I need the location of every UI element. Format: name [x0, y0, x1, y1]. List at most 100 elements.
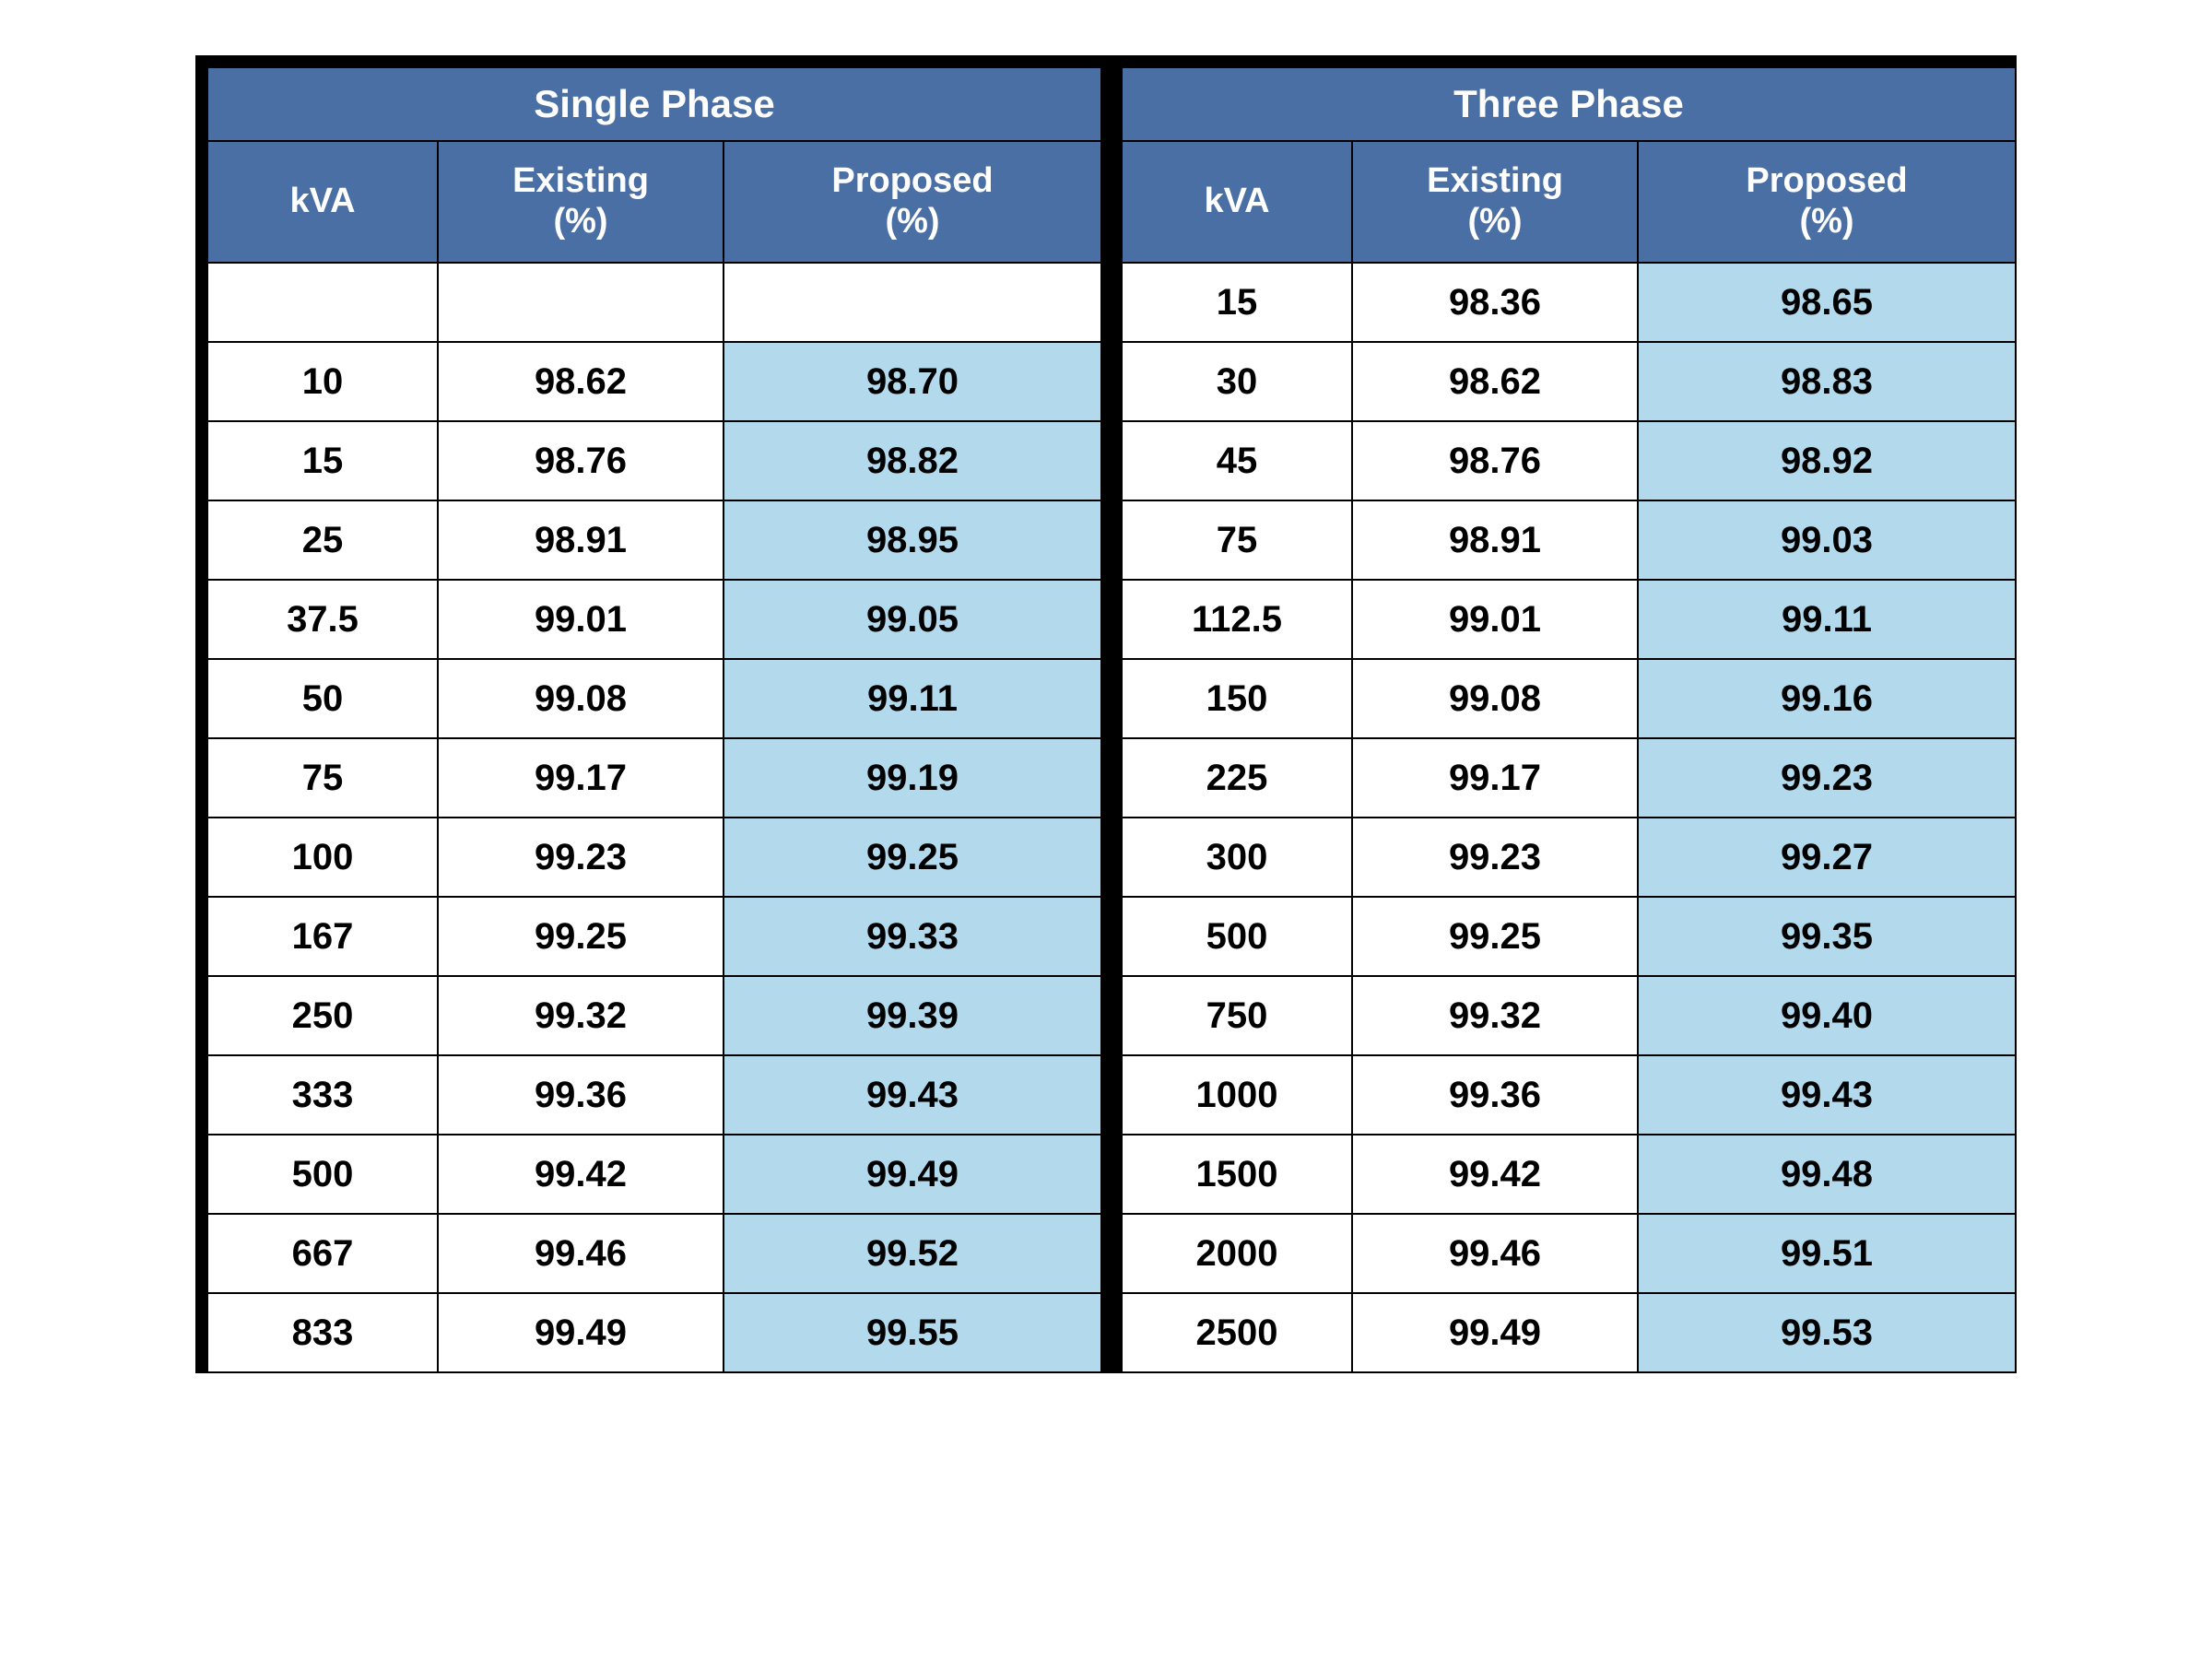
table-cell: 98.76 [1352, 421, 1638, 500]
table-row: 1098.6298.70 [207, 342, 1101, 421]
table-cell: 99.25 [724, 818, 1101, 897]
table-cell: 99.33 [724, 897, 1101, 976]
table-row: 22599.1799.23 [1122, 738, 2016, 818]
table-row: 7598.9199.03 [1122, 500, 2016, 580]
table-row: 200099.4699.51 [1122, 1214, 2016, 1293]
table-cell: 98.91 [438, 500, 724, 580]
table-cell: 75 [1122, 500, 1352, 580]
table-cell: 99.53 [1638, 1293, 2016, 1372]
table-cell: 99.23 [1352, 818, 1638, 897]
table-cell: 99.08 [1352, 659, 1638, 738]
table-cell: 99.11 [724, 659, 1101, 738]
table-cell: 99.49 [438, 1293, 724, 1372]
table-cell: 98.36 [1352, 263, 1638, 342]
table-cell: 100 [207, 818, 438, 897]
table-cell: 99.43 [1638, 1055, 2016, 1135]
table-row: 75099.3299.40 [1122, 976, 2016, 1055]
table-row: 50099.2599.35 [1122, 897, 2016, 976]
table-cell: 112.5 [1122, 580, 1352, 659]
table-cell: 75 [207, 738, 438, 818]
table-cell: 167 [207, 897, 438, 976]
table-cell: 98.62 [1352, 342, 1638, 421]
table-cell: 500 [207, 1135, 438, 1214]
table-cell: 2000 [1122, 1214, 1352, 1293]
table-cell: 99.39 [724, 976, 1101, 1055]
table-row: 1598.7698.82 [207, 421, 1101, 500]
table-row: 30099.2399.27 [1122, 818, 2016, 897]
table-cell: 10 [207, 342, 438, 421]
table-cell: 45 [1122, 421, 1352, 500]
three-phase-table: Three PhasekVAExisting (%)Proposed (%)15… [1121, 66, 2017, 1373]
table-row: 15099.0899.16 [1122, 659, 2016, 738]
table-cell: 98.65 [1638, 263, 2016, 342]
tables-container: Single PhasekVAExisting (%)Proposed (%)1… [195, 55, 2017, 1373]
column-header: Proposed (%) [1638, 141, 2016, 263]
table-cell: 99.36 [438, 1055, 724, 1135]
table-row: 150099.4299.48 [1122, 1135, 2016, 1214]
table-row: 10099.2399.25 [207, 818, 1101, 897]
table-title: Three Phase [1122, 67, 2016, 141]
column-header: Existing (%) [1352, 141, 1638, 263]
table-separator [1102, 66, 1121, 1373]
table-cell: 150 [1122, 659, 1352, 738]
table-cell: 225 [1122, 738, 1352, 818]
table-row [207, 263, 1101, 342]
table-cell: 99.23 [1638, 738, 2016, 818]
table-row: 33399.3699.43 [207, 1055, 1101, 1135]
single-phase-table: Single PhasekVAExisting (%)Proposed (%) 1… [206, 66, 1102, 1373]
table-row: 250099.4999.53 [1122, 1293, 2016, 1372]
table-cell: 1000 [1122, 1055, 1352, 1135]
table-row: 5099.0899.11 [207, 659, 1101, 738]
table-cell: 99.25 [1352, 897, 1638, 976]
table-row: 4598.7698.92 [1122, 421, 2016, 500]
table-cell: 99.52 [724, 1214, 1101, 1293]
table-cell: 15 [1122, 263, 1352, 342]
table-row: 100099.3699.43 [1122, 1055, 2016, 1135]
column-header: kVA [207, 141, 438, 263]
table-cell: 99.42 [1352, 1135, 1638, 1214]
table-row: 25099.3299.39 [207, 976, 1101, 1055]
table-cell: 37.5 [207, 580, 438, 659]
table-cell [438, 263, 724, 342]
table-cell: 99.46 [438, 1214, 724, 1293]
table-cell: 99.51 [1638, 1214, 2016, 1293]
table-cell: 99.19 [724, 738, 1101, 818]
table-title: Single Phase [207, 67, 1101, 141]
table-cell: 30 [1122, 342, 1352, 421]
table-cell: 98.92 [1638, 421, 2016, 500]
table-cell: 833 [207, 1293, 438, 1372]
table-cell: 99.48 [1638, 1135, 2016, 1214]
table-cell: 98.76 [438, 421, 724, 500]
table-cell: 2500 [1122, 1293, 1352, 1372]
table-row: 1598.3698.65 [1122, 263, 2016, 342]
table-cell: 99.27 [1638, 818, 2016, 897]
table-cell: 15 [207, 421, 438, 500]
table-cell: 98.91 [1352, 500, 1638, 580]
table-cell: 99.40 [1638, 976, 2016, 1055]
table-row: 66799.4699.52 [207, 1214, 1101, 1293]
table-cell: 99.17 [1352, 738, 1638, 818]
table-cell: 98.83 [1638, 342, 2016, 421]
table-cell [207, 263, 438, 342]
table-row: 7599.1799.19 [207, 738, 1101, 818]
table-cell: 500 [1122, 897, 1352, 976]
table-cell: 1500 [1122, 1135, 1352, 1214]
table-cell: 99.49 [724, 1135, 1101, 1214]
column-header: Proposed (%) [724, 141, 1101, 263]
table-cell: 667 [207, 1214, 438, 1293]
table-cell: 98.70 [724, 342, 1101, 421]
table-row: 16799.2599.33 [207, 897, 1101, 976]
table-cell: 98.82 [724, 421, 1101, 500]
table-cell: 99.35 [1638, 897, 2016, 976]
table-cell: 300 [1122, 818, 1352, 897]
table-cell: 99.25 [438, 897, 724, 976]
table-cell: 99.01 [1352, 580, 1638, 659]
table-cell: 99.01 [438, 580, 724, 659]
table-cell: 50 [207, 659, 438, 738]
column-header: kVA [1122, 141, 1352, 263]
table-cell: 99.42 [438, 1135, 724, 1214]
table-cell: 99.32 [438, 976, 724, 1055]
table-cell: 99.17 [438, 738, 724, 818]
table-cell: 25 [207, 500, 438, 580]
column-header: Existing (%) [438, 141, 724, 263]
